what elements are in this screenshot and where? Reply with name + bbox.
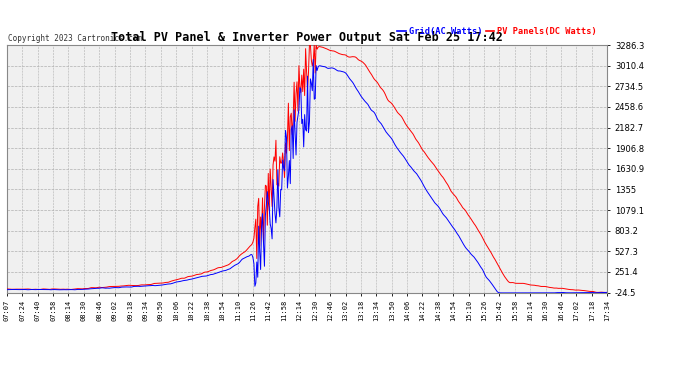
Text: Copyright 2023 Cartronics.com: Copyright 2023 Cartronics.com xyxy=(8,34,141,43)
Title: Total PV Panel & Inverter Power Output Sat Feb 25 17:42: Total PV Panel & Inverter Power Output S… xyxy=(111,31,503,44)
Legend: Grid(AC Watts), PV Panels(DC Watts): Grid(AC Watts), PV Panels(DC Watts) xyxy=(394,23,600,39)
